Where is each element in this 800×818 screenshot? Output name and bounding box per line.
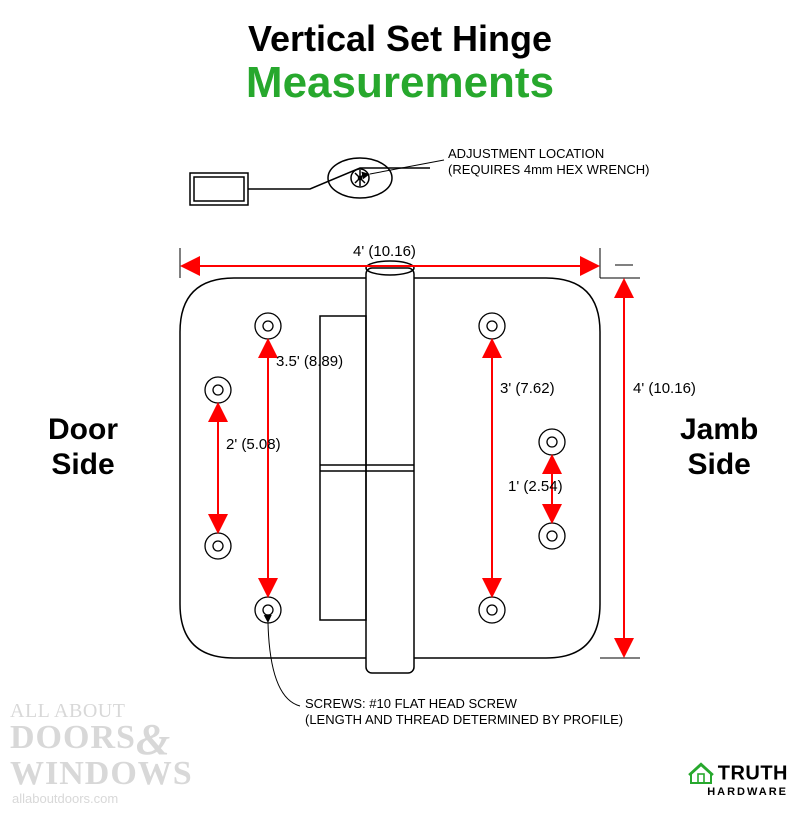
wm-l2: DOORS <box>10 719 136 756</box>
dimension-arrows <box>182 266 624 656</box>
adjustment-note-l1: ADJUSTMENT LOCATION <box>448 146 650 162</box>
dim-width: 4' (10.16) <box>353 243 416 260</box>
screws-note-l2: (LENGTH AND THREAD DETERMINED BY PROFILE… <box>305 712 623 728</box>
wm-l3: WINDOWS <box>10 759 193 790</box>
dim-jamb-outer: 1' (2.54) <box>508 478 563 495</box>
jamb-side-l1: Jamb <box>680 413 758 448</box>
jamb-side-label: Jamb Side <box>680 413 758 482</box>
screws-note-l1: SCREWS: #10 FLAT HEAD SCREW <box>305 696 623 712</box>
watermark-url: allaboutdoors.com <box>12 791 118 806</box>
brand-name: TRUTH <box>718 763 788 785</box>
house-icon <box>688 762 714 789</box>
adjustment-leader <box>370 160 444 174</box>
screw-holes <box>205 313 565 623</box>
brand-logo: TRUTH HARDWARE <box>688 762 788 798</box>
adjustment-note-l2: (REQUIRES 4mm HEX WRENCH) <box>448 162 650 178</box>
witness-lines <box>180 248 640 658</box>
door-side-label: Door Side <box>48 413 118 482</box>
adjustment-note: ADJUSTMENT LOCATION (REQUIRES 4mm HEX WR… <box>448 146 650 177</box>
door-side-l2: Side <box>48 448 118 483</box>
screws-note: SCREWS: #10 FLAT HEAD SCREW (LENGTH AND … <box>305 696 623 727</box>
jamb-side-l2: Side <box>680 448 758 483</box>
dim-door-inner: 3.5' (8.89) <box>276 353 343 370</box>
dim-door-outer: 2' (5.08) <box>226 436 281 453</box>
top-profile <box>190 158 430 205</box>
watermark: ALL ABOUT DOORS& WINDOWS <box>10 702 193 790</box>
dim-jamb-inner: 3' (7.62) <box>500 380 555 397</box>
screws-leader <box>268 623 300 706</box>
door-side-l1: Door <box>48 413 118 448</box>
hinge-front <box>180 261 600 673</box>
dim-height: 4' (10.16) <box>633 380 696 397</box>
